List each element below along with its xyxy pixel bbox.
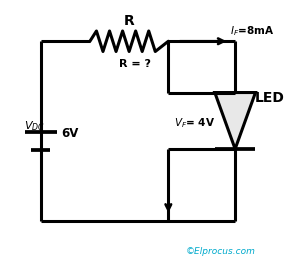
Text: $V_{DC}$: $V_{DC}$ <box>24 119 45 133</box>
Text: ©Elprocus.com: ©Elprocus.com <box>186 247 255 256</box>
Polygon shape <box>215 92 255 149</box>
Text: R = ?: R = ? <box>119 59 151 69</box>
Text: 6V: 6V <box>61 127 78 140</box>
Text: LED: LED <box>255 91 285 105</box>
Text: R: R <box>124 14 134 28</box>
Text: $V_F$= 4V: $V_F$= 4V <box>174 116 215 130</box>
Text: $I_F$=8mA: $I_F$=8mA <box>231 24 275 38</box>
